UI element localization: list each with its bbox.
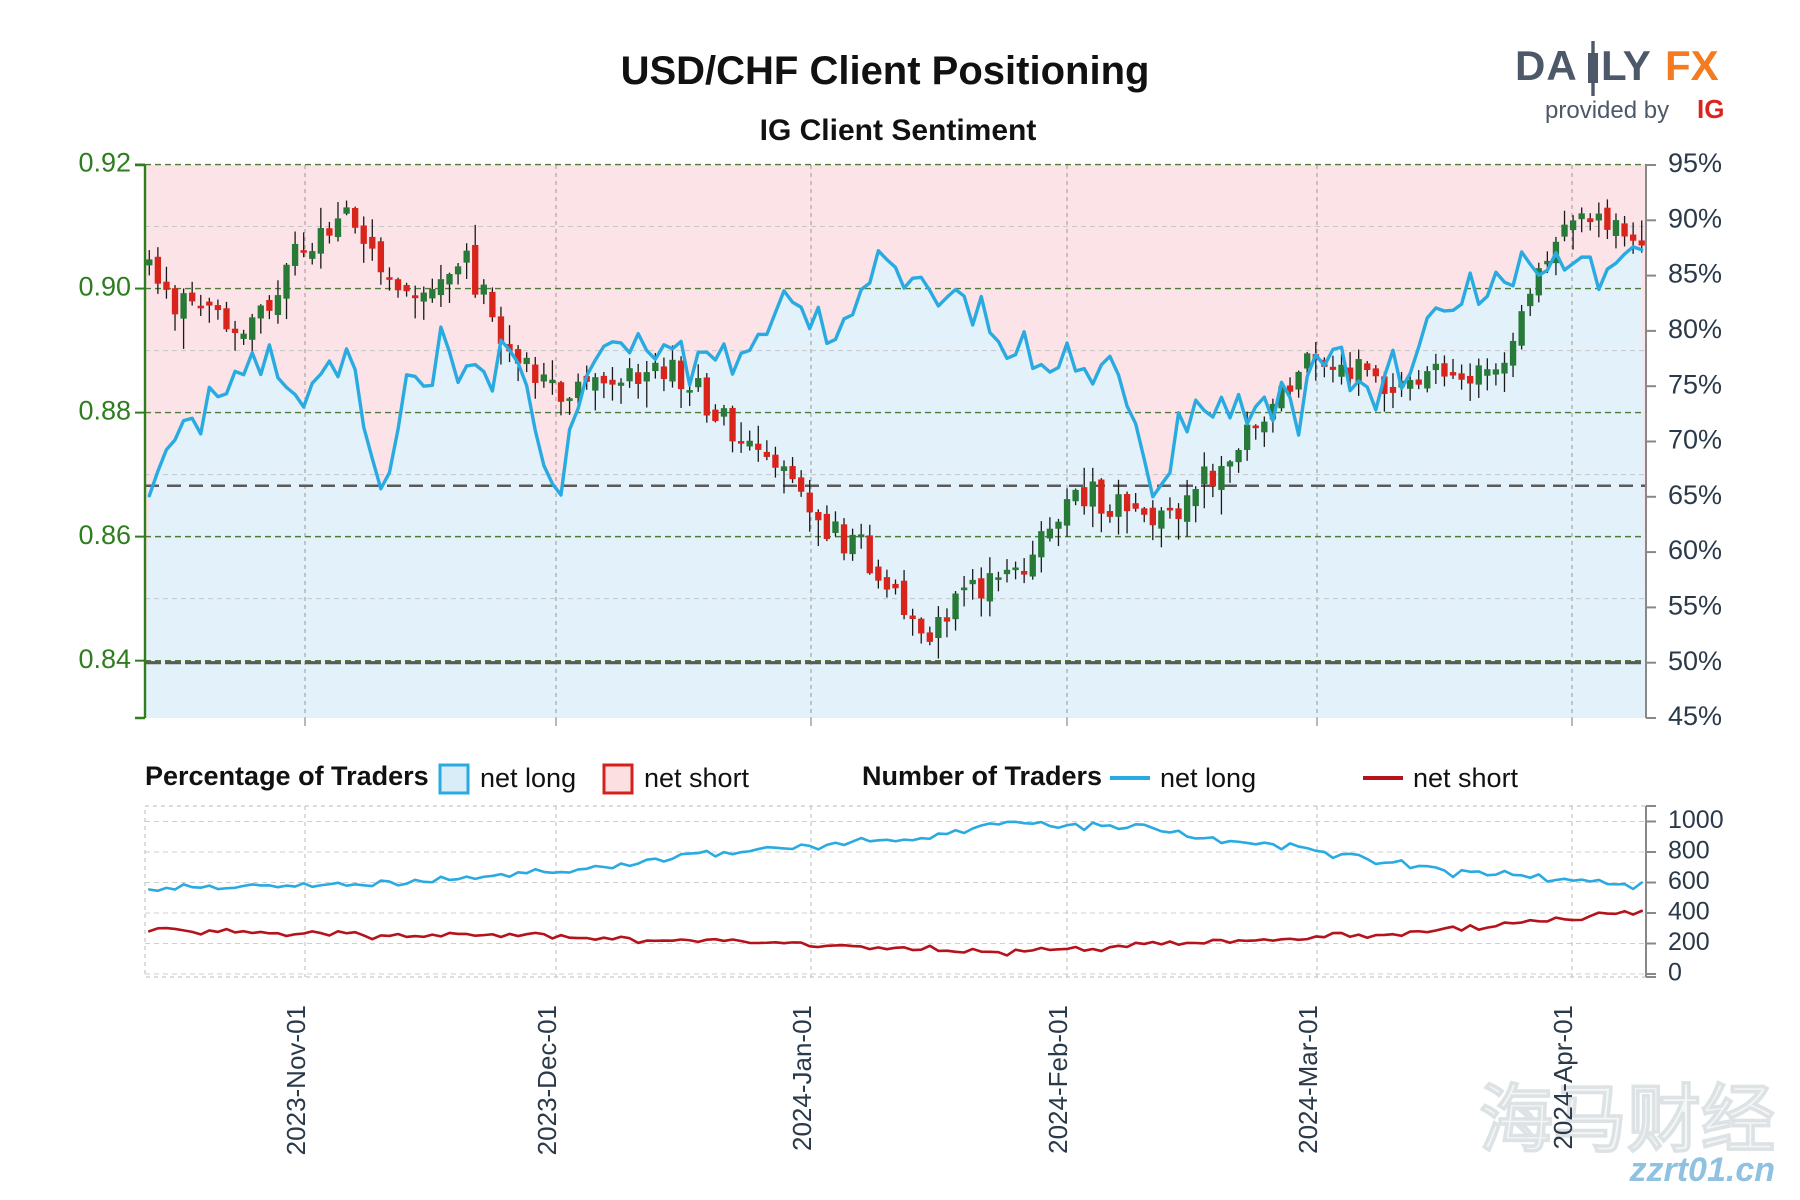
svg-text:USD/CHF Client Positioning: USD/CHF Client Positioning bbox=[621, 49, 1150, 93]
svg-text:45%: 45% bbox=[1668, 701, 1722, 731]
svg-text:FX: FX bbox=[1665, 42, 1719, 89]
svg-text:Percentage of Traders: Percentage of Traders bbox=[145, 761, 429, 791]
svg-text:Number of Traders: Number of Traders bbox=[862, 761, 1102, 791]
svg-text:800: 800 bbox=[1668, 837, 1710, 865]
svg-text:net short: net short bbox=[1413, 763, 1519, 793]
svg-text:net long: net long bbox=[480, 763, 576, 793]
svg-text:zzrt01.cn: zzrt01.cn bbox=[1629, 1151, 1776, 1189]
svg-text:2024-Feb-01: 2024-Feb-01 bbox=[1043, 1005, 1073, 1154]
svg-text:0.86: 0.86 bbox=[78, 520, 131, 550]
svg-text:2023-Dec-01: 2023-Dec-01 bbox=[532, 1005, 562, 1155]
svg-text:LY: LY bbox=[1601, 42, 1651, 89]
svg-text:1000: 1000 bbox=[1668, 806, 1724, 834]
svg-text:0.88: 0.88 bbox=[78, 396, 131, 426]
svg-text:600: 600 bbox=[1668, 867, 1710, 895]
svg-text:55%: 55% bbox=[1668, 591, 1722, 621]
svg-text:80%: 80% bbox=[1668, 314, 1722, 344]
svg-text:75%: 75% bbox=[1668, 369, 1722, 399]
svg-text:0: 0 bbox=[1668, 959, 1682, 987]
svg-text:60%: 60% bbox=[1668, 535, 1722, 565]
svg-text:400: 400 bbox=[1668, 898, 1710, 926]
svg-text:0.92: 0.92 bbox=[78, 148, 131, 178]
svg-text:2024-Mar-01: 2024-Mar-01 bbox=[1293, 1005, 1323, 1154]
svg-text:IG Client Sentiment: IG Client Sentiment bbox=[760, 114, 1037, 147]
svg-text:70%: 70% bbox=[1668, 425, 1722, 455]
svg-text:0.84: 0.84 bbox=[78, 644, 131, 674]
svg-text:provided by: provided by bbox=[1545, 97, 1669, 124]
svg-text:90%: 90% bbox=[1668, 203, 1722, 233]
svg-text:2024-Apr-01: 2024-Apr-01 bbox=[1548, 1005, 1578, 1150]
svg-text:DA: DA bbox=[1515, 42, 1578, 89]
svg-text:0.90: 0.90 bbox=[78, 272, 131, 302]
svg-text:2023-Nov-01: 2023-Nov-01 bbox=[281, 1005, 311, 1155]
svg-text:net long: net long bbox=[1160, 763, 1256, 793]
svg-text:50%: 50% bbox=[1668, 646, 1722, 676]
svg-text:IG: IG bbox=[1697, 94, 1724, 124]
svg-text:95%: 95% bbox=[1668, 148, 1722, 178]
svg-text:海马财经: 海马财经 bbox=[1479, 1078, 1775, 1161]
svg-text:200: 200 bbox=[1668, 928, 1710, 956]
svg-text:net short: net short bbox=[644, 763, 750, 793]
svg-text:2024-Jan-01: 2024-Jan-01 bbox=[787, 1005, 817, 1151]
svg-text:85%: 85% bbox=[1668, 259, 1722, 289]
svg-text:65%: 65% bbox=[1668, 480, 1722, 510]
